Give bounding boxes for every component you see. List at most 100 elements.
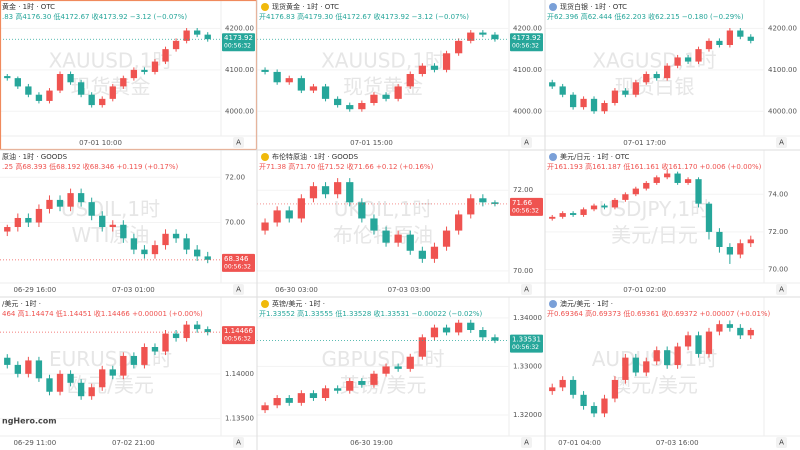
candle-body [77, 193, 85, 203]
candle-body [172, 233, 180, 239]
candle-body [183, 30, 190, 41]
candle-body [183, 324, 190, 339]
candle-body [151, 245, 159, 255]
candle-body [261, 69, 269, 72]
axis-auto-label[interactable]: A [236, 286, 241, 294]
axis-auto-button[interactable] [233, 437, 244, 448]
candle-body [611, 90, 619, 103]
candle-body [88, 387, 95, 397]
price-tag [510, 197, 543, 216]
candle-body [14, 364, 21, 374]
countdown: 00:56:32 [512, 43, 539, 50]
candle-body [334, 388, 342, 391]
symbol-icon [549, 153, 557, 161]
y-tick-label: 4100.00 [513, 66, 542, 74]
y-tick-label: 1.13500 [225, 415, 254, 423]
candle-body [370, 218, 378, 231]
axis-auto-label[interactable]: A [779, 139, 784, 147]
candle-body [406, 74, 414, 87]
candle-body [46, 90, 53, 101]
axis-auto-button[interactable] [521, 437, 532, 448]
y-tick-label: 4000.00 [768, 107, 797, 115]
candle-body [194, 30, 201, 35]
ohlc-line: 开1.33552 高1.33555 低1.33528 收1.33531 −0.0… [259, 309, 483, 318]
candle-body [346, 381, 354, 391]
price-tag [222, 33, 255, 52]
time-label: 07-01 15:00 [350, 139, 393, 147]
candle-body [334, 98, 342, 106]
candle-body [653, 177, 660, 183]
candle-body [479, 32, 487, 35]
candle-body [183, 238, 190, 250]
axis-auto-button[interactable] [521, 284, 532, 295]
axis-auto-label[interactable]: A [236, 439, 241, 447]
candle-body [35, 360, 43, 379]
y-tick-label: 4000.00 [225, 107, 254, 115]
candle-body [674, 346, 681, 366]
candle-body [261, 405, 269, 411]
candle-body [204, 329, 211, 333]
candle-body [77, 82, 85, 95]
symbol-icon [261, 153, 269, 161]
candle-body [406, 234, 414, 251]
candle-body [601, 103, 608, 112]
axis-auto-label[interactable]: A [524, 139, 529, 147]
y-tick-label: 4200.00 [225, 24, 254, 32]
candle-body [172, 333, 180, 339]
time-label: 06-30 19:00 [350, 439, 393, 447]
candle-body [130, 238, 138, 250]
candle-body [99, 215, 106, 228]
candle-body [442, 327, 451, 333]
candle-body [491, 34, 499, 40]
candle-body [321, 186, 330, 195]
candle-body [590, 205, 598, 210]
axis-auto-button[interactable] [776, 137, 787, 148]
candle-body [622, 194, 629, 200]
axis-auto-label[interactable]: A [779, 286, 784, 294]
candle-body [172, 40, 180, 50]
candle-body [120, 78, 127, 87]
axis-auto-button[interactable] [776, 284, 787, 295]
ohlc-line: 开161.193 高161.187 低161.161 收161.170 +0.0… [547, 162, 762, 171]
axis-auto-label[interactable]: A [524, 286, 529, 294]
candle-body [297, 393, 305, 403]
candle-body [643, 361, 650, 373]
candle-body [141, 69, 148, 72]
candle-body [695, 335, 702, 354]
candle-body [109, 369, 116, 376]
candle-body [455, 214, 463, 231]
candle-body [430, 246, 439, 259]
axis-auto-label[interactable]: A [236, 139, 241, 147]
axis-auto-button[interactable] [233, 137, 244, 148]
candle-body [716, 40, 723, 45]
countdown: 00:56:32 [224, 336, 251, 343]
candle-body [549, 216, 556, 219]
candle-body [653, 350, 660, 362]
candle-body [491, 202, 499, 204]
axis-auto-button[interactable] [521, 137, 532, 148]
y-tick-label: 1.14000 [225, 370, 254, 378]
candle-body [14, 78, 21, 87]
y-tick-label: 70.00 [513, 267, 533, 275]
candle-body [467, 32, 475, 41]
logo: ngHero.com [2, 417, 57, 426]
candle-body [141, 249, 148, 255]
time-label: 06-29 11:00 [13, 439, 56, 447]
axis-auto-label[interactable]: A [779, 439, 784, 447]
time-label: 06-29 16:00 [13, 286, 56, 294]
candle-body [130, 69, 138, 79]
candle-body [273, 210, 281, 223]
time-label: 07-03 01:00 [112, 286, 155, 294]
axis-auto-label[interactable]: A [524, 439, 529, 447]
candle-body [737, 30, 744, 37]
candle-body [747, 329, 754, 336]
axis-auto-button[interactable] [233, 284, 244, 295]
candle-body [370, 94, 378, 103]
candle-body [705, 40, 713, 50]
candle-body [559, 213, 566, 217]
axis-auto-button[interactable] [776, 437, 787, 448]
candle-body [622, 90, 629, 95]
candle-body [442, 230, 451, 247]
symbol-icon [261, 3, 269, 11]
time-label: 06-30 03:00 [275, 286, 318, 294]
